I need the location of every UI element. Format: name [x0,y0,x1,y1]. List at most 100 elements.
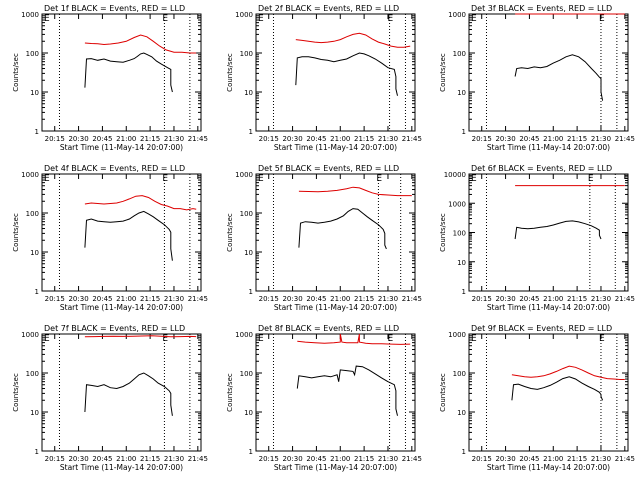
panel-5-chart-title: Det 5f BLACK = Events, RED = LLD [258,164,399,173]
panel-8-yaxis-label: Counts/sec [226,373,234,412]
panel-7-xtick-label: 21:45 [188,455,208,463]
panel-4-lld-line [84,195,197,211]
panel-5-lld-line [298,186,412,197]
panel-7-lld-line [84,335,197,338]
panel-6-xtick-label: 20:45 [519,295,539,303]
panel-9-plot-frame [468,333,629,452]
panel-2-xaxis-label: Start Time (11-May-14 20:07:00) [274,143,397,152]
panel-8-xtick-label: 20:30 [282,455,302,463]
panel-4-marker-label-left: E [44,174,50,184]
panel-2-yaxis-label: Counts/sec [226,53,234,92]
panel-2-ytick-label: 1 [249,128,253,136]
panel-5-xtick-label: 21:30 [378,295,398,303]
panel-9-marker-label-left: E [471,334,477,344]
panel-7-ytick-label: 100 [26,370,39,378]
panel-4-xtick-label: 20:45 [92,295,112,303]
panel-7-xtick-label: 20:15 [45,455,65,463]
panel-4-ytick-label: 1000 [21,171,39,179]
panel-2-xtick-label: 21:00 [330,135,350,143]
panel-5-ytick-label: 1000 [235,171,253,179]
panel-1-xtick-label: 20:45 [92,135,112,143]
panel-8-xtick-label: 20:15 [259,455,279,463]
panel-3-xtick-label: 20:45 [519,135,539,143]
panel-6-ytick-label: 10 [457,259,466,267]
panel-4-yaxis-label: Counts/sec [12,213,20,252]
panel-6-marker-label: E [588,174,594,184]
panel-9-ytick-label: 1 [462,448,466,456]
panel-7-marker-label: E [162,334,168,344]
panel-5-xaxis-label: Start Time (11-May-14 20:07:00) [274,303,397,312]
panel-8-ytick-label: 1 [249,448,253,456]
panel-2-marker-label: E [388,14,394,24]
panel-5-yaxis-label: Counts/sec [226,213,234,252]
panel-1-xtick-label: 21:00 [116,135,136,143]
panel-6-xtick-label: 21:00 [543,295,563,303]
panel-1-ytick-label: 1 [35,128,39,136]
panel-6-ytick-label: 1 [462,288,466,296]
panel-4-xtick-label: 21:30 [164,295,184,303]
panel-6-events-line [514,220,602,240]
panel-1-xtick-label: 20:30 [68,135,88,143]
panel-8-xtick-label: 21:15 [354,455,374,463]
panel-6-xaxis-label: Start Time (11-May-14 20:07:00) [487,303,610,312]
panel-9-xtick-label: 21:30 [591,455,611,463]
panel-8-ytick-label: 10 [244,409,253,417]
panel-1-xaxis-label: Start Time (11-May-14 20:07:00) [60,143,183,152]
panel-1-marker-label-left: E [44,14,50,24]
panel-3-ytick-label: 100 [453,50,466,58]
panel-3-events-line [514,54,604,101]
panel-7-xtick-label: 20:45 [92,455,112,463]
panel-8-xtick-label: 21:45 [402,455,422,463]
panel-5-marker-label-left: E [258,174,264,184]
panel-6-chart-title: Det 6f BLACK = Events, RED = LLD [471,164,612,173]
panel-1-lld-line [84,34,197,54]
panel-2-xtick-label: 20:30 [282,135,302,143]
panel-8-marker-label-left: E [258,334,264,344]
panel-9-xtick-label: 20:15 [472,455,492,463]
panel-4-xtick-label: 21:45 [188,295,208,303]
panel-3-chart-title: Det 3f BLACK = Events, RED = LLD [471,4,612,13]
panel-8-xtick-label: 20:45 [306,455,326,463]
panel-8-events-line [296,365,398,416]
panel-1-chart-title: Det 1f BLACK = Events, RED = LLD [44,4,185,13]
panel-5-ytick-label: 100 [240,210,253,218]
panel-6-ytick-label: 10000 [444,171,466,179]
panel-4-xaxis-label: Start Time (11-May-14 20:07:00) [60,303,183,312]
panel-4-xtick-label: 20:30 [68,295,88,303]
panel-8-xtick-label: 21:00 [330,455,350,463]
panel-7-plot-frame [41,333,202,452]
panel-7-xaxis-label: Start Time (11-May-14 20:07:00) [60,463,183,472]
panel-2-events-line [295,52,398,96]
panel-5-events-line [298,208,387,250]
panel-1-events-line [84,52,173,93]
panel-6-ytick-label: 1000 [448,200,466,208]
panel-3-xtick-label: 20:15 [472,135,492,143]
panel-4-chart-title: Det 4f BLACK = Events, RED = LLD [44,164,185,173]
panel-6-xtick-label: 20:15 [472,295,492,303]
panel-2-ytick-label: 100 [240,50,253,58]
panel-1-marker-label: E [162,14,168,24]
panel-5-xtick-label: 21:00 [330,295,350,303]
panel-4-ytick-label: 10 [30,249,39,257]
panel-4-xtick-label: 21:00 [116,295,136,303]
panel-7-yaxis-label: Counts/sec [12,373,20,412]
panel-3-yaxis-label: Counts/sec [439,53,447,92]
panel-7-chart-title: Det 7f BLACK = Events, RED = LLD [44,324,185,333]
panel-5-ytick-label: 1 [249,288,253,296]
panel-3-ytick-label: 1000 [448,11,466,19]
panel-1-xtick-label: 21:30 [164,135,184,143]
panel-9-ytick-label: 1000 [448,331,466,339]
panel-3-xtick-label: 21:30 [591,135,611,143]
panel-5-marker-label: E [376,174,382,184]
panel-4-ytick-label: 1 [35,288,39,296]
panel-9-lld-line [511,365,625,380]
panel-2-xtick-label: 20:15 [259,135,279,143]
panel-5-plot-frame [255,173,416,292]
panel-1-plot-frame [41,13,202,132]
